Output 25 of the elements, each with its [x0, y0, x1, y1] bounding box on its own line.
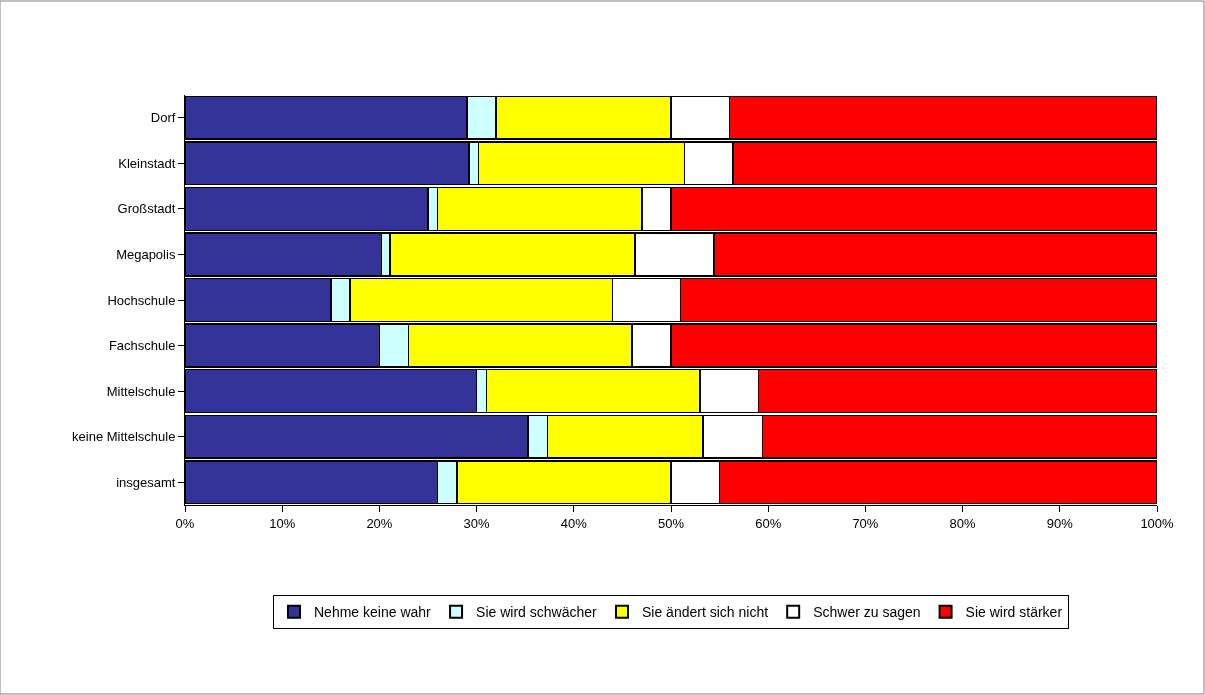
x-tick-label: 10%: [269, 515, 296, 531]
y-tick-label: Dorf: [150, 110, 176, 126]
y-tick-label: Großstadt: [117, 201, 176, 217]
legend-label: Sie wird schwächer: [476, 604, 597, 621]
legend-label: Schwer zu sagen: [813, 604, 921, 621]
y-tick-label: keine Mittelschule: [72, 429, 176, 445]
y-tick-label: Kleinstadt: [118, 155, 176, 171]
legend-label: Sie wird stärker: [965, 604, 1063, 621]
x-tick-label: 30%: [463, 515, 491, 531]
legend-label: Sie ändert sich nicht: [642, 604, 769, 621]
x-tick-label: 0%: [175, 515, 195, 531]
y-tick-label: Fachschule: [108, 338, 176, 354]
x-tick-label: 90%: [1046, 515, 1074, 531]
x-tick-label: 70%: [852, 515, 879, 531]
x-tick-label: 50%: [657, 515, 685, 531]
legend-label: Nehme keine wahr: [314, 604, 432, 621]
y-tick-label: insgesamt: [116, 474, 176, 490]
y-tick-label: Mittelschule: [106, 383, 176, 399]
y-tick-label: Megapolis: [116, 246, 176, 262]
x-tick-label: 60%: [755, 515, 782, 531]
x-tick-label: 100%: [1140, 515, 1175, 531]
y-tick-label: Hochschule: [107, 292, 176, 308]
x-tick-label: 40%: [560, 515, 588, 531]
x-tick-label: 20%: [366, 515, 393, 531]
x-tick-label: 80%: [949, 515, 977, 531]
